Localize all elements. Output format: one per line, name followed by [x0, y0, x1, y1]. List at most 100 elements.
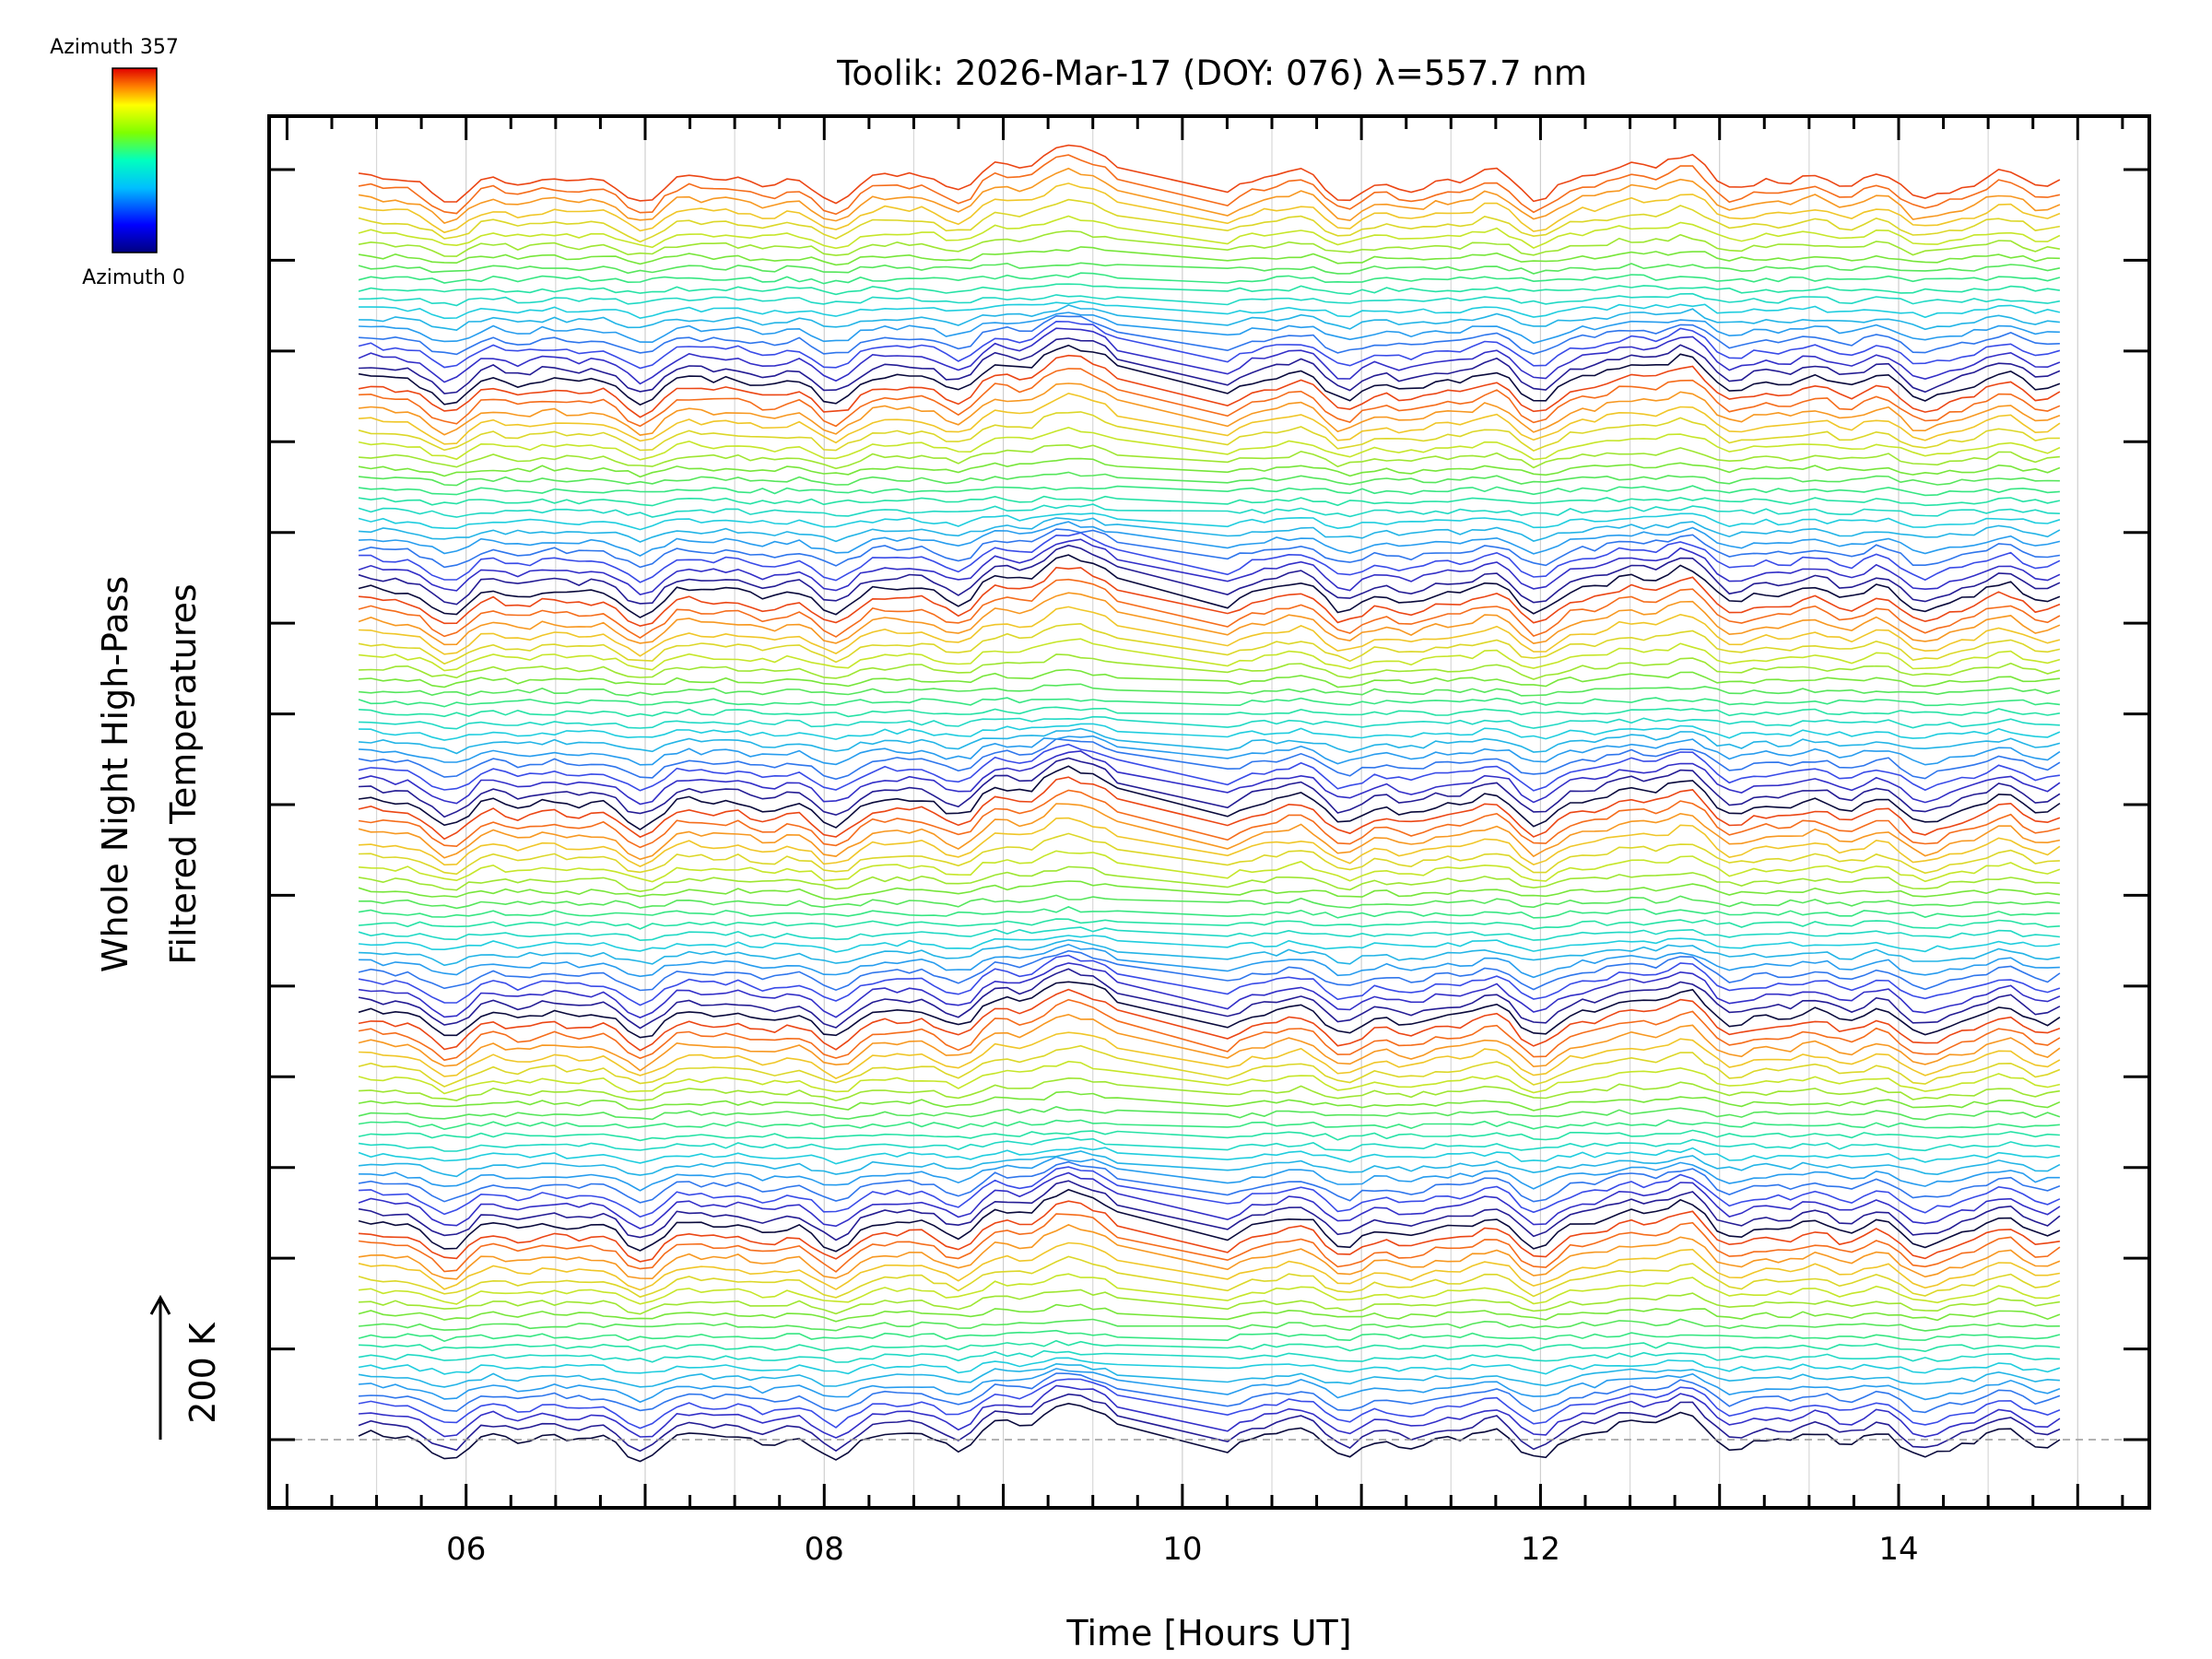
series-line	[358, 789, 2061, 849]
series-line	[359, 1031, 2061, 1079]
ticks	[269, 116, 2149, 1508]
series-line	[359, 832, 2060, 876]
series-line	[359, 521, 2061, 557]
series-line	[358, 1213, 2061, 1273]
series-line	[359, 392, 2061, 445]
series-line	[359, 337, 2061, 394]
series-line	[358, 578, 2061, 640]
series-line	[358, 1044, 2061, 1088]
series-line	[358, 1188, 2061, 1253]
series-line	[359, 382, 2061, 436]
series-line	[358, 1255, 2061, 1299]
series-line	[358, 272, 2061, 285]
series-line	[358, 1119, 2060, 1131]
series-line	[358, 495, 2061, 507]
series-line	[358, 1090, 2061, 1112]
series-line	[358, 327, 2061, 385]
series-line	[358, 1147, 2061, 1165]
series-line	[359, 1200, 2061, 1263]
series-line	[359, 757, 2061, 818]
scale-bar-arrow-head	[149, 1294, 171, 1315]
series-line	[359, 943, 2060, 979]
series-line	[358, 1329, 2061, 1343]
series-line	[358, 1393, 2061, 1453]
series-line	[358, 512, 2061, 531]
series-line	[359, 443, 2060, 470]
series-line	[359, 314, 2060, 356]
series-line	[358, 426, 2061, 461]
series-line	[359, 1384, 2061, 1439]
colorbar-bottom-label: Azimuth 0	[82, 266, 185, 289]
series-line	[358, 1180, 2061, 1241]
series-line	[358, 1349, 2060, 1363]
series-line	[359, 292, 2061, 307]
series-line	[358, 906, 2060, 919]
series-line	[358, 1160, 2061, 1204]
colorbar	[112, 67, 158, 253]
series-line	[358, 776, 2061, 841]
series-line	[358, 320, 2061, 370]
colorbar-top-label: Azimuth 357	[50, 36, 179, 59]
series-line	[358, 262, 2061, 275]
series-line	[358, 344, 2061, 406]
x-tick-labels: 06 08 10 12 14	[446, 1531, 1919, 1568]
series-line	[358, 1303, 2061, 1323]
series-line	[359, 1077, 2061, 1101]
series-line	[358, 554, 2061, 618]
series-line	[358, 215, 2061, 250]
series-line	[359, 894, 2060, 910]
series-line	[358, 503, 2060, 518]
series-line	[358, 750, 2061, 806]
series-line	[358, 926, 2060, 942]
series-line	[359, 304, 2060, 332]
series-line	[358, 1171, 2061, 1230]
series-line	[359, 532, 2061, 583]
series-line	[359, 606, 2061, 657]
series-line	[358, 949, 2061, 992]
series-line	[358, 1224, 2061, 1280]
series-line	[358, 981, 2061, 1039]
series-line	[359, 566, 2061, 628]
series-line	[359, 368, 2061, 428]
series-line	[359, 312, 2060, 345]
series-line	[358, 198, 2061, 243]
scale-bar: 200 K	[149, 1294, 223, 1440]
scale-bar-label: 200 K	[182, 1322, 223, 1424]
series-line	[359, 1273, 2061, 1305]
series-line	[358, 880, 2061, 900]
series-line	[358, 528, 2061, 569]
series-line	[359, 1368, 2061, 1404]
series-line	[359, 1288, 2061, 1315]
series-line	[359, 817, 2061, 867]
series-line	[359, 1150, 2061, 1178]
series-line	[358, 1060, 2061, 1095]
series-line	[358, 998, 2061, 1062]
series-line	[359, 850, 2061, 883]
series-line	[359, 715, 2060, 730]
series-line	[358, 697, 2060, 708]
series-line	[358, 229, 2061, 257]
series-line	[358, 592, 2061, 646]
series-line	[358, 144, 2061, 205]
series-line	[359, 935, 2061, 953]
series-line	[358, 1362, 2060, 1388]
series-line	[358, 182, 2061, 234]
series-line	[358, 538, 2061, 595]
series-line	[359, 683, 2061, 697]
series-line	[358, 954, 2061, 1006]
series-line	[359, 1156, 2060, 1192]
series-line	[358, 737, 2061, 781]
series-line	[358, 765, 2061, 830]
series-line	[359, 1318, 2060, 1332]
series-line	[359, 723, 2061, 741]
series-line	[358, 988, 2061, 1052]
series-line	[359, 1372, 2061, 1414]
series-line	[359, 471, 2060, 487]
x-tick-label: 08	[805, 1531, 844, 1568]
series-line	[359, 668, 2060, 688]
series-line	[359, 653, 2061, 680]
series-line	[358, 622, 2061, 665]
y-axis-label-line2: Filtered Temperatures	[163, 583, 204, 964]
series-line	[358, 1129, 2060, 1142]
series-line	[359, 1166, 2061, 1218]
